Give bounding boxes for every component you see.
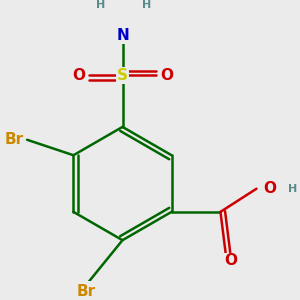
Text: O: O: [224, 253, 237, 268]
Text: H: H: [96, 0, 105, 10]
Text: H: H: [288, 184, 297, 194]
Text: S: S: [117, 68, 128, 83]
Text: Br: Br: [77, 284, 96, 299]
Text: O: O: [160, 68, 173, 83]
Text: Br: Br: [5, 132, 24, 147]
Text: O: O: [72, 68, 85, 83]
Text: N: N: [116, 28, 129, 43]
Text: H: H: [142, 0, 152, 10]
Text: O: O: [263, 181, 276, 196]
